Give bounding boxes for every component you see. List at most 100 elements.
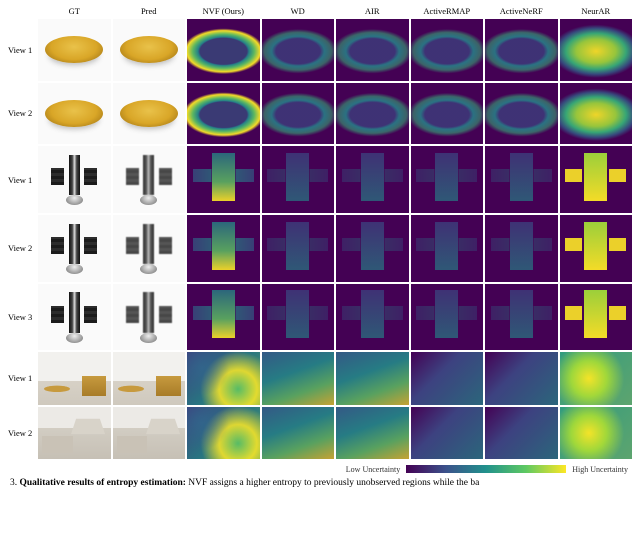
grid-cell xyxy=(187,83,260,145)
figure-number: 3. xyxy=(10,478,20,488)
grid-cell xyxy=(113,215,186,282)
column-header: NeurAR xyxy=(560,6,633,17)
entropy-map xyxy=(187,407,260,459)
entropy-map xyxy=(262,407,335,459)
grid-cell xyxy=(113,284,186,351)
grid-cell xyxy=(485,83,558,145)
entropy-map xyxy=(262,83,335,145)
grid-cell xyxy=(38,407,111,459)
grid-cell xyxy=(38,352,111,404)
entropy-map xyxy=(485,352,558,404)
grid-cell xyxy=(262,83,335,145)
grid-cell xyxy=(38,19,111,81)
entropy-map xyxy=(336,83,409,145)
render-cake xyxy=(120,100,178,127)
column-header: Pred xyxy=(113,6,186,17)
colorbar-low-label: Low Uncertainty xyxy=(346,465,400,474)
grid-cell xyxy=(560,83,633,145)
entropy-map xyxy=(336,19,409,81)
entropy-map xyxy=(560,407,633,459)
grid-cell xyxy=(560,284,633,351)
caption-text: NVF assigns a higher entropy to previous… xyxy=(186,478,479,488)
entropy-map xyxy=(187,284,260,351)
grid-cell xyxy=(113,146,186,213)
entropy-map xyxy=(336,284,409,351)
render-satellite xyxy=(51,220,97,276)
render-satellite xyxy=(51,152,97,208)
entropy-map xyxy=(560,284,633,351)
grid-cell xyxy=(560,19,633,81)
result-grid: GTPredNVF (Ours)WDAIRActiveRMAPActiveNeR… xyxy=(8,6,632,459)
grid-cell xyxy=(187,284,260,351)
entropy-map xyxy=(560,215,633,282)
entropy-map xyxy=(336,407,409,459)
entropy-map xyxy=(262,352,335,404)
colorbar-row: Low Uncertainty High Uncertainty xyxy=(8,465,632,474)
grid-cell xyxy=(336,352,409,404)
entropy-map xyxy=(560,19,633,81)
entropy-map xyxy=(411,352,484,404)
grid-cell xyxy=(113,19,186,81)
grid-cell xyxy=(262,407,335,459)
grid-cell xyxy=(262,284,335,351)
grid-cell xyxy=(113,83,186,145)
entropy-map xyxy=(411,284,484,351)
render-room xyxy=(38,352,111,404)
grid-cell xyxy=(485,407,558,459)
row-label: View 2 xyxy=(8,215,36,282)
render-cake xyxy=(120,36,178,63)
grid-cell xyxy=(336,215,409,282)
grid-cell xyxy=(411,146,484,213)
entropy-map xyxy=(411,83,484,145)
render-satellite xyxy=(126,289,172,345)
entropy-map xyxy=(336,146,409,213)
render-room xyxy=(113,407,186,459)
render-room xyxy=(113,352,186,404)
grid-cell xyxy=(336,83,409,145)
grid-cell xyxy=(38,146,111,213)
grid-cell xyxy=(113,352,186,404)
entropy-map xyxy=(485,83,558,145)
entropy-map xyxy=(187,352,260,404)
column-header: WD xyxy=(262,6,335,17)
render-room xyxy=(38,407,111,459)
render-cake xyxy=(45,100,103,127)
grid-cell xyxy=(38,83,111,145)
entropy-map xyxy=(485,284,558,351)
grid-cell xyxy=(560,352,633,404)
column-header: ActiveRMAP xyxy=(411,6,484,17)
entropy-map xyxy=(336,352,409,404)
row-label: View 3 xyxy=(8,284,36,351)
row-label: View 2 xyxy=(8,83,36,145)
grid-cell xyxy=(336,407,409,459)
entropy-map xyxy=(187,83,260,145)
grid-cell xyxy=(336,146,409,213)
grid-cell xyxy=(485,352,558,404)
grid-cell xyxy=(187,352,260,404)
entropy-map xyxy=(485,19,558,81)
render-satellite xyxy=(51,289,97,345)
row-label: View 1 xyxy=(8,146,36,213)
entropy-map xyxy=(411,19,484,81)
grid-cell xyxy=(262,19,335,81)
grid-cell xyxy=(411,352,484,404)
grid-cell xyxy=(262,146,335,213)
header-spacer xyxy=(8,6,36,17)
entropy-map xyxy=(187,146,260,213)
figure-caption: 3. Qualitative results of entropy estima… xyxy=(8,478,632,490)
entropy-map xyxy=(187,19,260,81)
grid-cell xyxy=(485,284,558,351)
grid-cell xyxy=(411,83,484,145)
grid-cell xyxy=(113,407,186,459)
row-label: View 1 xyxy=(8,352,36,404)
entropy-map xyxy=(560,352,633,404)
entropy-map xyxy=(187,215,260,282)
entropy-map xyxy=(336,215,409,282)
render-cake xyxy=(45,36,103,63)
entropy-map xyxy=(411,215,484,282)
entropy-map xyxy=(262,215,335,282)
entropy-map xyxy=(485,407,558,459)
grid-cell xyxy=(187,19,260,81)
grid-cell xyxy=(262,352,335,404)
grid-cell xyxy=(485,215,558,282)
